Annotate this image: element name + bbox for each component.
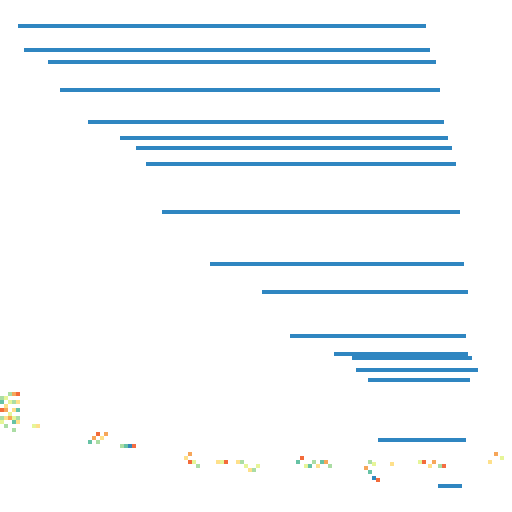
color-pixel <box>4 408 8 412</box>
line-segment <box>48 60 436 64</box>
color-pixel <box>0 420 4 424</box>
color-pixel <box>328 464 332 468</box>
color-pixel <box>128 444 132 448</box>
color-pixel <box>304 464 308 468</box>
trajectory-line <box>18 24 478 488</box>
color-pixel <box>16 416 20 420</box>
color-pixel <box>192 460 196 464</box>
color-pixel <box>16 392 20 396</box>
color-pixel <box>224 460 228 464</box>
color-pixel <box>188 460 192 464</box>
color-pixel <box>12 400 16 404</box>
color-pixel <box>96 440 100 444</box>
line-segment <box>210 262 464 266</box>
line-segment <box>24 48 430 52</box>
line-segment <box>378 438 466 442</box>
color-pixel <box>376 478 380 482</box>
color-pixel <box>494 452 498 456</box>
color-pixel <box>390 462 394 466</box>
line-segment <box>290 334 466 338</box>
color-pixel <box>324 460 328 464</box>
line-segment <box>136 146 452 150</box>
color-pixel <box>32 424 36 428</box>
color-pixel <box>372 476 376 480</box>
color-pixel <box>12 428 16 432</box>
color-pixel <box>428 464 432 468</box>
color-pixel <box>4 424 8 428</box>
color-pixel <box>442 464 446 468</box>
color-pixel <box>36 424 40 428</box>
line-segment <box>352 356 472 360</box>
color-pixel <box>0 400 4 404</box>
color-pixel <box>4 396 8 400</box>
color-pixel <box>8 392 12 396</box>
color-pixel <box>368 470 372 474</box>
color-pixel <box>4 404 8 408</box>
color-pixel <box>0 408 4 412</box>
color-pixel <box>124 444 128 448</box>
color-pixel <box>12 420 16 424</box>
line-segment <box>162 210 460 214</box>
color-pixel <box>8 416 12 420</box>
color-pixel <box>196 464 200 468</box>
line-segment <box>334 352 468 356</box>
line-segment <box>88 120 444 124</box>
color-pixel <box>100 436 104 440</box>
color-pixel <box>0 416 4 420</box>
color-pixel <box>500 456 504 460</box>
color-pixel <box>300 456 304 460</box>
color-pixel <box>4 416 8 420</box>
color-pixel <box>240 460 244 464</box>
line-segment <box>438 484 462 488</box>
colored-pixel-cluster <box>0 392 504 482</box>
color-pixel <box>12 392 16 396</box>
color-pixel <box>256 464 260 468</box>
color-pixel <box>316 464 320 468</box>
color-pixel <box>8 400 12 404</box>
line-segment <box>368 378 470 382</box>
color-pixel <box>418 460 422 464</box>
color-pixel <box>438 464 442 468</box>
color-pixel <box>92 436 96 440</box>
color-pixel <box>308 464 312 468</box>
color-pixel <box>12 408 16 412</box>
line-segment <box>18 24 426 28</box>
color-pixel <box>244 464 248 468</box>
color-pixel <box>120 444 124 448</box>
color-pixel <box>488 460 492 464</box>
color-pixel <box>368 460 372 464</box>
color-pixel <box>236 460 240 464</box>
color-pixel <box>16 400 20 404</box>
color-pixel <box>12 416 16 420</box>
color-pixel <box>220 460 224 464</box>
color-pixel <box>16 420 20 424</box>
color-pixel <box>248 468 252 472</box>
color-pixel <box>96 432 100 436</box>
color-pixel <box>8 412 12 416</box>
color-pixel <box>184 456 188 460</box>
color-pixel <box>296 460 300 464</box>
line-segment <box>262 290 468 294</box>
line-segment <box>120 136 448 140</box>
color-pixel <box>16 408 20 412</box>
color-pixel <box>312 460 316 464</box>
color-pixel <box>132 444 136 448</box>
color-pixel <box>0 396 4 400</box>
line-segment <box>60 88 440 92</box>
line-segment <box>146 162 456 166</box>
color-pixel <box>320 460 324 464</box>
color-pixel <box>252 468 256 472</box>
color-pixel <box>364 466 368 470</box>
color-pixel <box>216 460 220 464</box>
color-pixel <box>188 452 192 456</box>
color-pixel <box>88 440 92 444</box>
color-pixel <box>372 462 376 466</box>
color-pixel <box>422 460 426 464</box>
color-pixel <box>432 460 436 464</box>
color-pixel <box>104 432 108 436</box>
line-segment <box>356 368 478 372</box>
